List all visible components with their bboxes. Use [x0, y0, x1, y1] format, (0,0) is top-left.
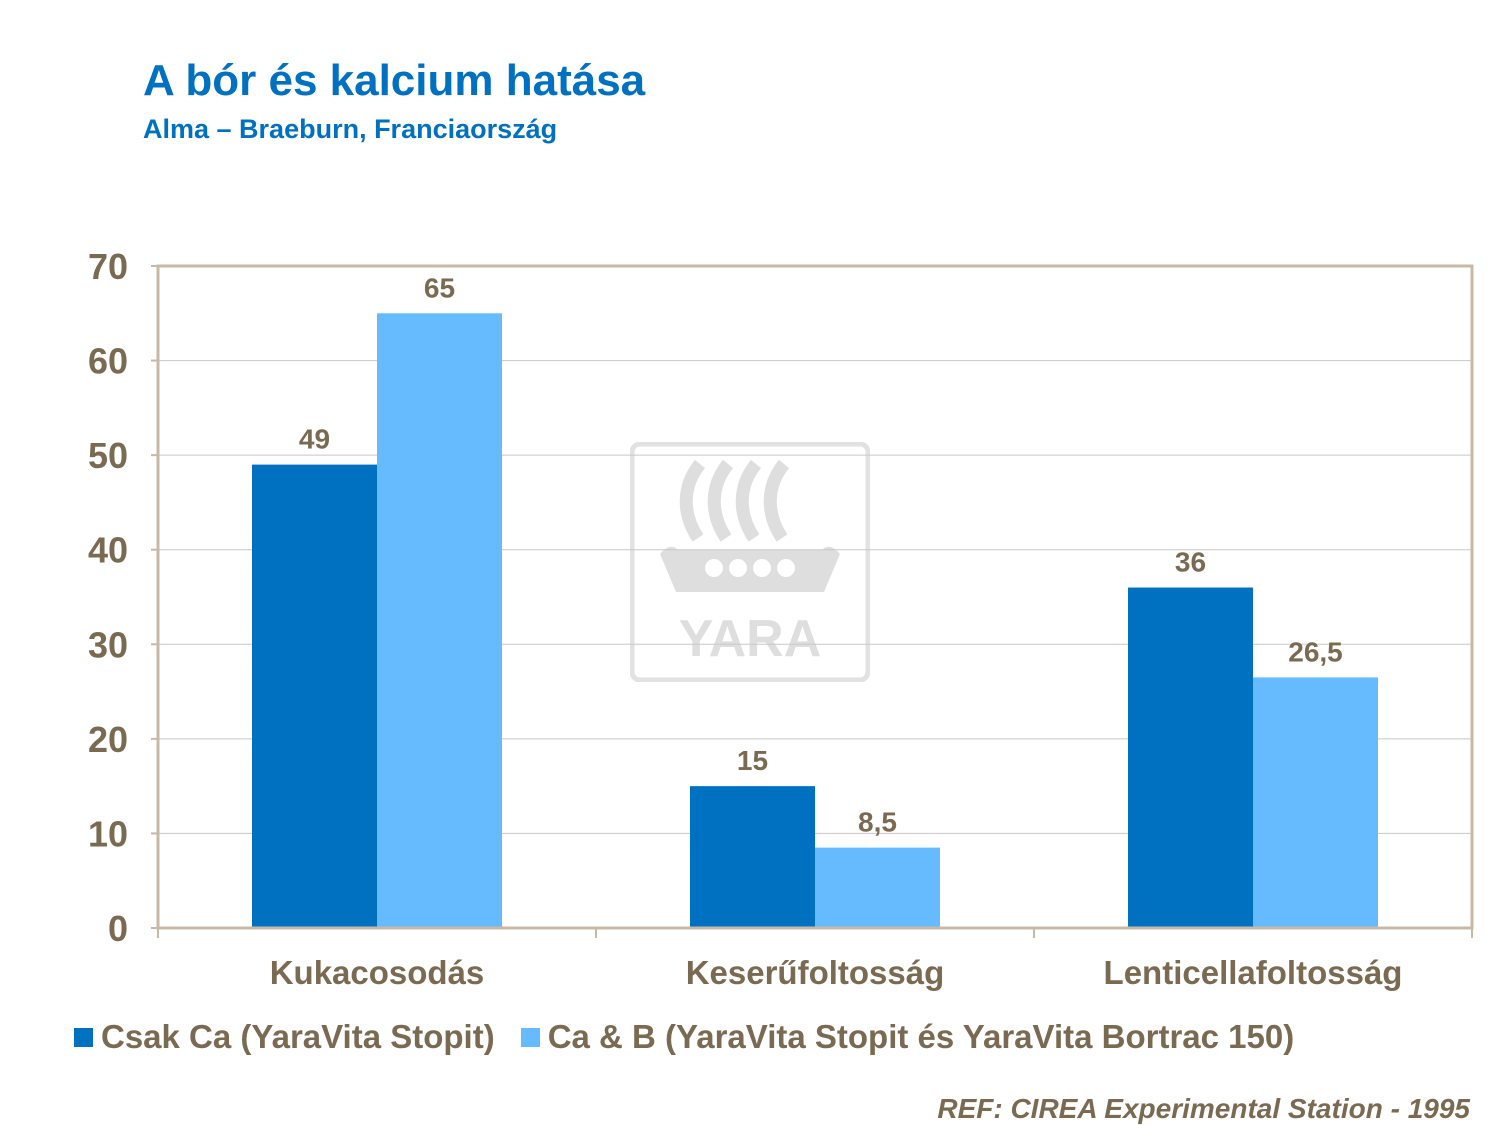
bar: [1128, 587, 1253, 928]
legend: Csak Ca (YaraVita Stopit) Ca & B (YaraVi…: [74, 1018, 1320, 1056]
yara-logo-watermark: YARA: [630, 442, 870, 682]
legend-swatch-ca-b: [520, 1027, 540, 1047]
y-tick-label: 30: [88, 624, 128, 665]
bar: [815, 847, 940, 928]
y-tick-label: 60: [88, 341, 128, 382]
chart-title: A bór és kalcium hatása: [143, 56, 646, 105]
data-label: 15: [737, 745, 768, 776]
x-tick-label: Lenticellafoltosság: [1104, 954, 1403, 991]
x-tick-label: Keserűfoltosság: [686, 954, 945, 991]
y-tick-label: 40: [88, 530, 128, 571]
bar: [690, 786, 815, 928]
legend-item-ca[interactable]: Csak Ca (YaraVita Stopit): [74, 1018, 495, 1056]
bar: [377, 313, 502, 928]
y-tick-label: 10: [88, 813, 128, 854]
data-label: 8,5: [858, 807, 897, 838]
watermark-text: YARA: [679, 610, 822, 668]
chart-subtitle: Alma – Braeburn, Franciaország: [143, 114, 558, 144]
legend-label-ca: Csak Ca (YaraVita Stopit): [101, 1018, 495, 1055]
bar-chart: 0 10 20 30 40 50 60 70 Kukacosodás 49 65 Keserűfolt…: [88, 246, 1474, 991]
y-tick-label: 0: [108, 908, 128, 949]
y-tick-label: 70: [88, 246, 128, 287]
data-label: 65: [424, 272, 455, 303]
y-tick-label: 20: [88, 719, 128, 760]
reference-note: REF: CIREA Experimental Station - 1995: [937, 1093, 1470, 1124]
legend-label-ca-b: Ca & B (YaraVita Stopit és YaraVita Bort…: [547, 1018, 1295, 1055]
bar: [252, 464, 377, 928]
legend-swatch-ca: [74, 1027, 93, 1047]
bar: [1253, 677, 1378, 928]
legend-item-ca-b[interactable]: Ca & B (YaraVita Stopit és YaraVita Bort…: [520, 1018, 1295, 1056]
data-label: 49: [299, 424, 330, 455]
data-label: 26,5: [1288, 636, 1343, 667]
y-tick-label: 50: [88, 435, 128, 476]
bars: [252, 313, 1378, 928]
data-label: 36: [1175, 547, 1206, 578]
axes: [151, 265, 1473, 938]
plot-frame: [156, 264, 1474, 930]
x-tick-label: Kukacosodás: [270, 954, 485, 991]
labels: 0 10 20 30 40 50 60 70 Kukacosodás 49 65 Keserűfolt…: [88, 246, 1403, 991]
